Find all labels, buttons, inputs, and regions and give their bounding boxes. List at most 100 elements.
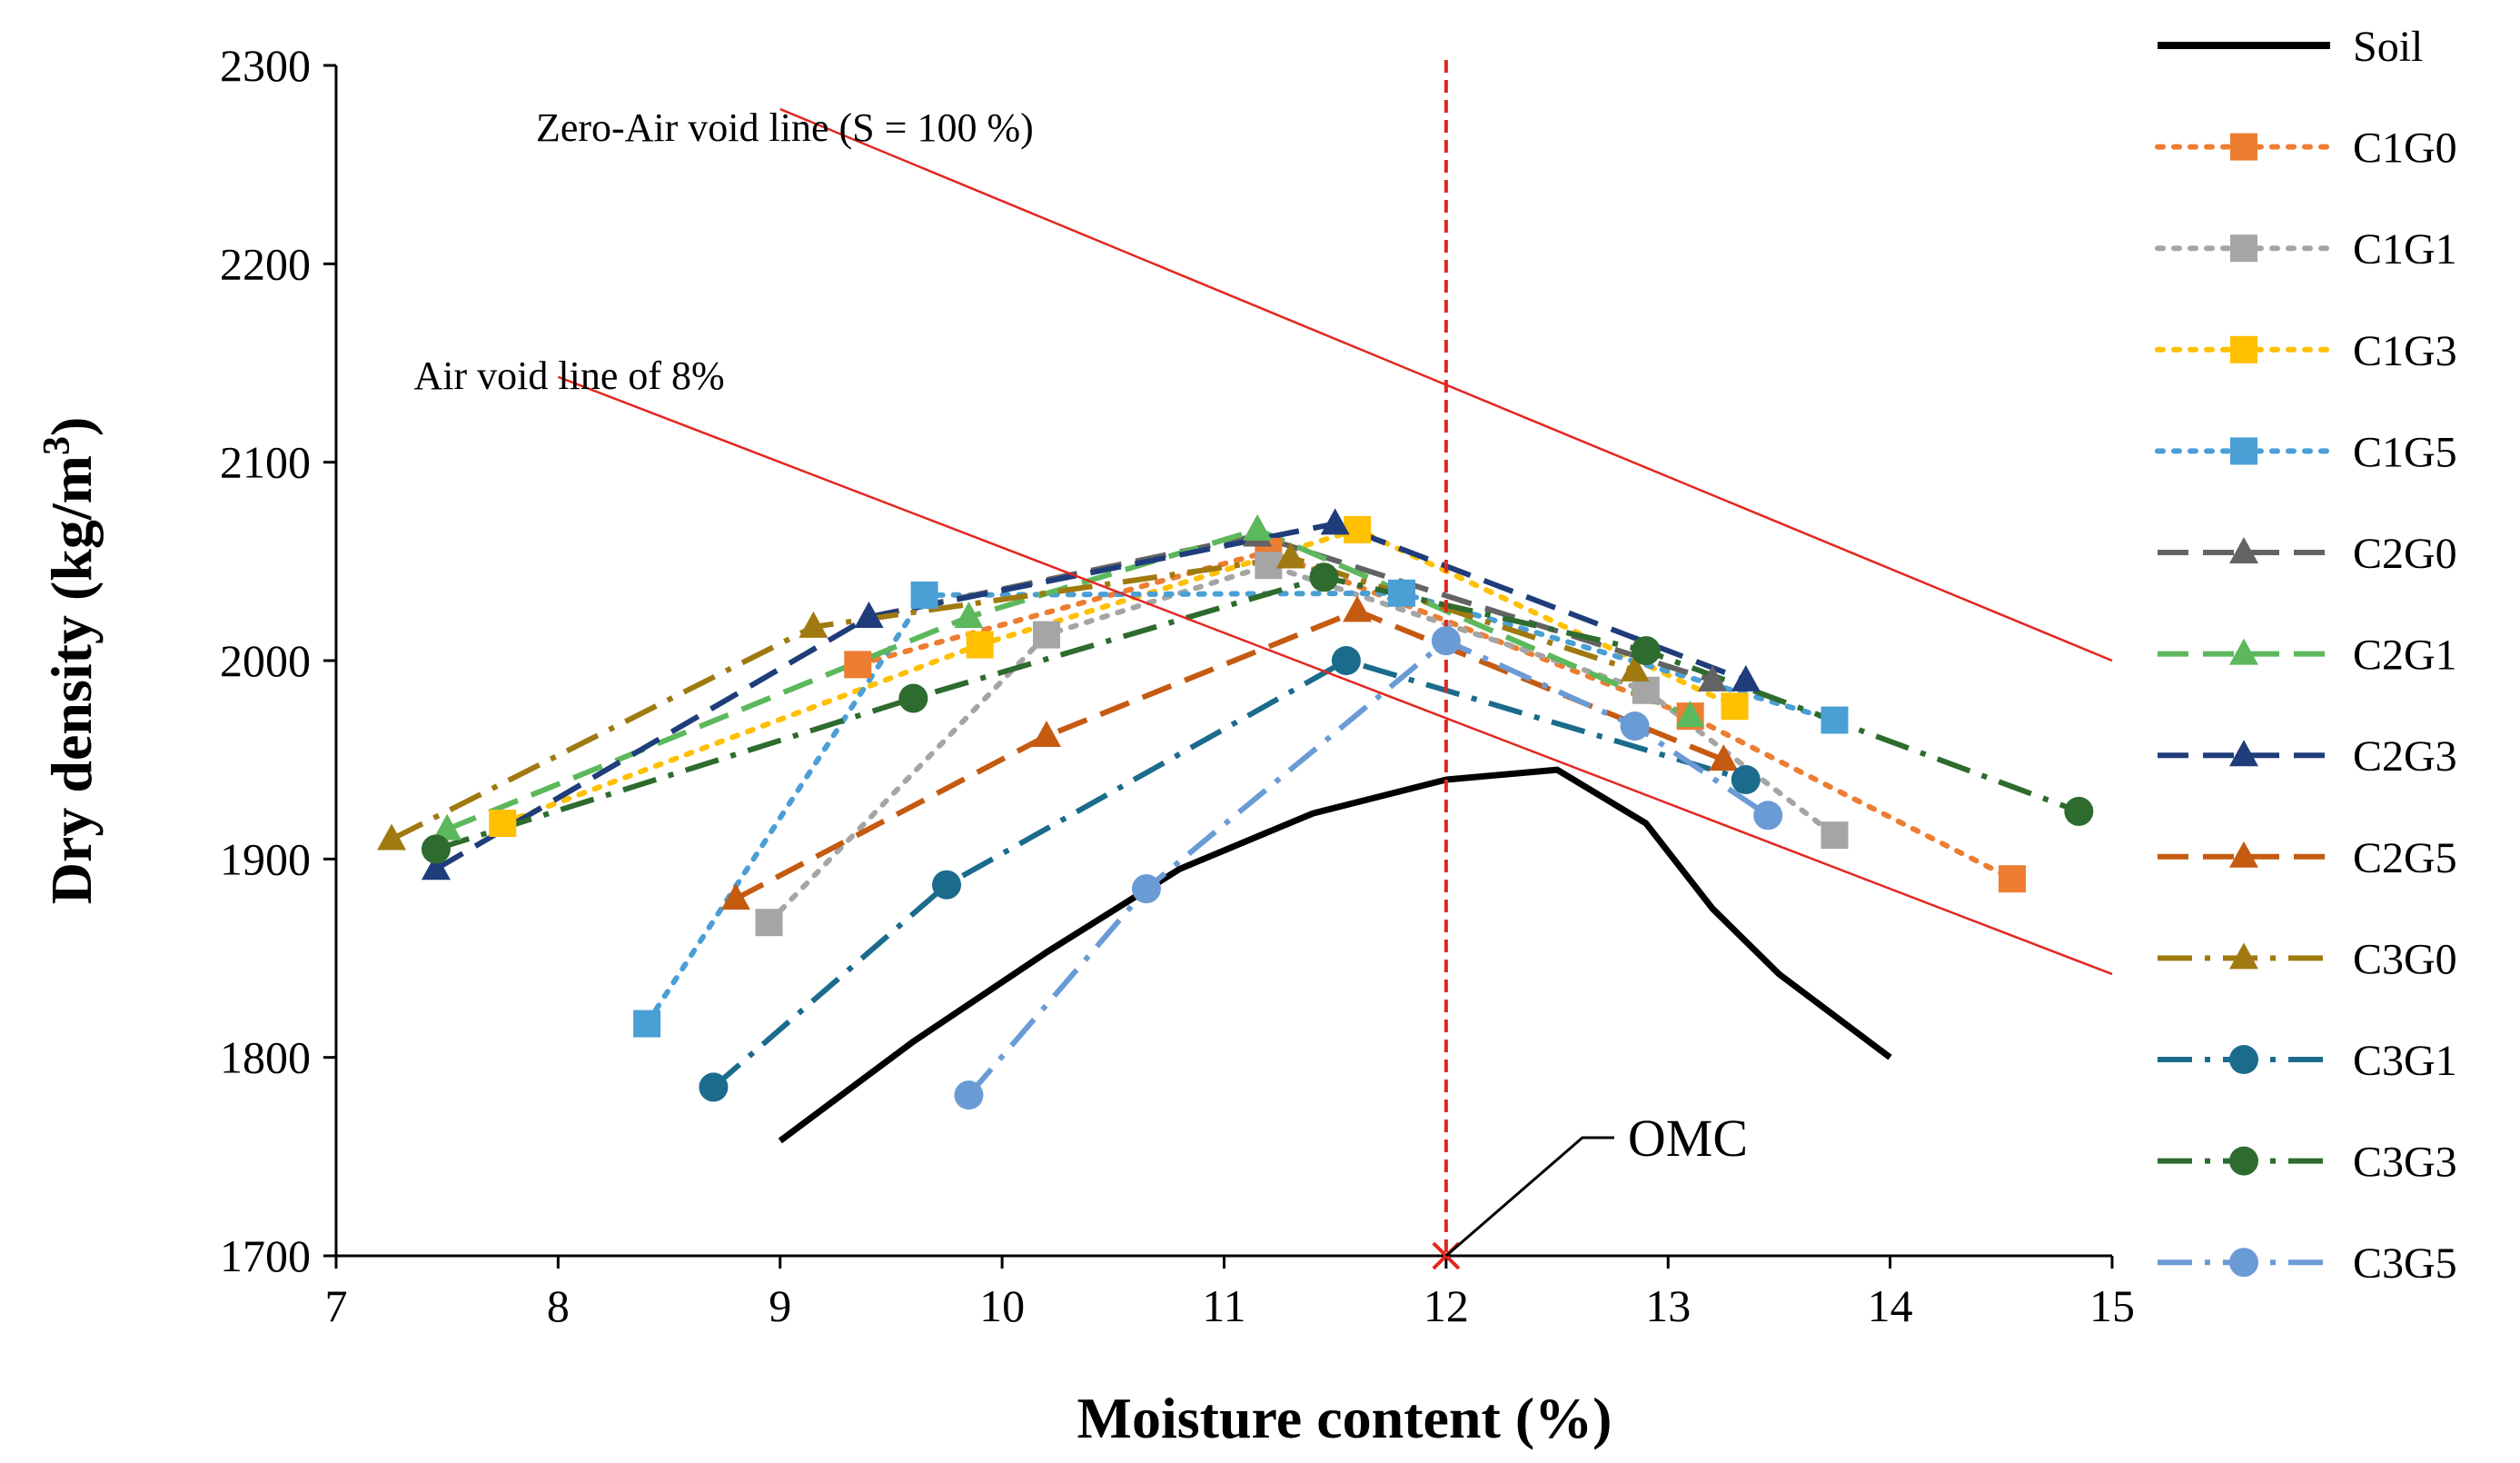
marker-c3g3-5: [2064, 796, 2094, 826]
y-tick-label-1900: 1900: [220, 833, 311, 884]
y-tick-label-2200: 2200: [220, 238, 311, 289]
series-line-c2g5: [734, 608, 1725, 901]
x-axis-title: Moisture content (%): [1077, 1386, 1612, 1450]
legend-label-c1g1: C1G1: [2353, 225, 2457, 274]
legend-label-c3g3: C3G3: [2353, 1139, 2457, 1187]
reference-line-label-2: Air void line of 8%: [414, 353, 725, 398]
marker-c1g3-4: [1721, 692, 1749, 721]
series-line-c3g1: [711, 658, 1747, 1090]
legend-label-c2g5: C2G5: [2353, 834, 2457, 882]
legend-marker-c3g5: [2229, 1248, 2258, 1278]
series-line-c3g0: [390, 554, 1636, 842]
legend-label-c2g1: C2G1: [2353, 632, 2457, 680]
legend-label-c1g3: C1G3: [2353, 327, 2457, 375]
marker-c2g1-3: [1243, 513, 1273, 541]
legend-marker-c2g5: [2229, 841, 2258, 868]
data-markers: [377, 508, 2094, 1110]
omc-marker-group: OMC: [1432, 60, 1748, 1270]
marker-c2g5-4: [1709, 744, 1739, 771]
marker-c1g5-1: [633, 1010, 661, 1038]
marker-c1g0-1: [844, 651, 872, 679]
marker-c3g3-2: [898, 683, 928, 713]
y-axis-title: Dry density (kg/m3): [36, 417, 104, 905]
x-tick-label-10: 10: [979, 1280, 1025, 1331]
marker-c2g5-3: [1343, 595, 1373, 622]
x-tick-label-9: 9: [769, 1280, 791, 1331]
marker-c3g0-1: [377, 823, 407, 851]
marker-c3g1-1: [699, 1072, 729, 1102]
marker-c1g3-1: [489, 810, 517, 838]
omc-label: OMC: [1628, 1109, 1748, 1168]
marker-c2g5-1: [720, 883, 750, 910]
marker-c3g3-1: [421, 834, 451, 864]
marker-c3g1-3: [1331, 646, 1361, 675]
reference-line-2: [557, 375, 2113, 976]
x-tick-label-7: 7: [325, 1280, 348, 1331]
marker-c3g0-3: [1275, 542, 1305, 569]
axes: [334, 65, 2112, 1258]
x-tick-label-13: 13: [1645, 1280, 1691, 1331]
marker-c3g5-3: [1431, 626, 1461, 656]
omc-callout-line: [1444, 1136, 1614, 1258]
legend-label-c2g3: C2G3: [2353, 732, 2457, 781]
legend-marker-c2g0: [2229, 537, 2258, 563]
y-axis-title-close: ): [39, 417, 104, 436]
legend-label-c3g1: C3G1: [2353, 1037, 2457, 1085]
marker-c1g1-3: [1255, 552, 1283, 580]
y-tick-label-1700: 1700: [220, 1230, 311, 1281]
marker-c2g3-1: [421, 853, 451, 881]
x-tick-label-15: 15: [2089, 1280, 2135, 1331]
y-axis-title-main: Dry density (kg/m: [39, 455, 104, 904]
legend-marker-c3g0: [2229, 942, 2258, 970]
marker-c2g1-4: [1675, 701, 1705, 728]
marker-c1g5-3: [1388, 579, 1415, 607]
legend-label-soil: Soil: [2353, 23, 2423, 71]
marker-c2g3-2: [854, 601, 884, 628]
marker-c2g3-4: [1731, 664, 1761, 692]
series-line-c2g3: [434, 521, 1747, 871]
marker-c1g5-4: [1821, 706, 1849, 734]
marker-c2g0-3: [1698, 664, 1728, 692]
marker-c3g1-2: [932, 870, 962, 900]
legend-marker-c2g3: [2229, 740, 2258, 767]
y-tick-label-2300: 2300: [220, 40, 311, 91]
x-tick-label-8: 8: [547, 1280, 570, 1331]
ticks: 7 8 9 10 11 12 13 14 15 1700 1800 1900 2000 2100 2200 2…: [220, 40, 2135, 1331]
marker-c1g0-4: [1999, 865, 2027, 893]
marker-c2g3-3: [1320, 508, 1350, 535]
series-line-c1g1: [766, 562, 1838, 926]
marker-c3g5-2: [1131, 874, 1161, 904]
marker-c3g5-4: [1620, 712, 1650, 741]
marker-c2g1-2: [954, 601, 984, 628]
y-tick-label-2000: 2000: [220, 635, 311, 686]
marker-c1g3-2: [966, 631, 994, 659]
legend-marker-c1g1: [2230, 234, 2257, 263]
marker-c3g1-4: [1731, 765, 1761, 794]
series-line-c1g5: [644, 590, 1838, 1027]
marker-c3g0-4: [1620, 654, 1650, 682]
legend-marker-c2g1: [2229, 638, 2258, 665]
legend-label-c3g5: C3G5: [2353, 1239, 2457, 1288]
marker-c1g3-3: [1344, 515, 1372, 543]
marker-c3g5-5: [1753, 801, 1783, 831]
marker-c1g1-1: [755, 909, 783, 937]
reference-line-label-1: Zero-Air void line (S = 100 %): [536, 105, 1034, 150]
legend-label-c2g0: C2G0: [2353, 530, 2457, 578]
marker-c1g1-2: [1033, 621, 1060, 649]
marker-c2g5-2: [1032, 720, 1061, 747]
marker-c1g1-5: [1821, 821, 1849, 850]
marker-c2g1-1: [432, 813, 462, 841]
legend-marker-c1g5: [2230, 437, 2257, 465]
legend-label-c1g5: C1G5: [2353, 428, 2457, 476]
marker-c3g3-3: [1309, 562, 1339, 592]
y-axis-title-superscript: 3: [36, 436, 78, 455]
marker-c3g3-4: [1631, 636, 1661, 666]
y-tick-label-1800: 1800: [220, 1032, 311, 1083]
x-tick-label-14: 14: [1868, 1280, 1913, 1331]
series-line-c2g1: [446, 526, 1692, 832]
marker-c3g0-2: [799, 611, 828, 638]
marker-c1g5-2: [910, 581, 938, 609]
legend-label-c1g0: C1G0: [2353, 124, 2457, 173]
series-line-c3g5: [967, 638, 1770, 1098]
